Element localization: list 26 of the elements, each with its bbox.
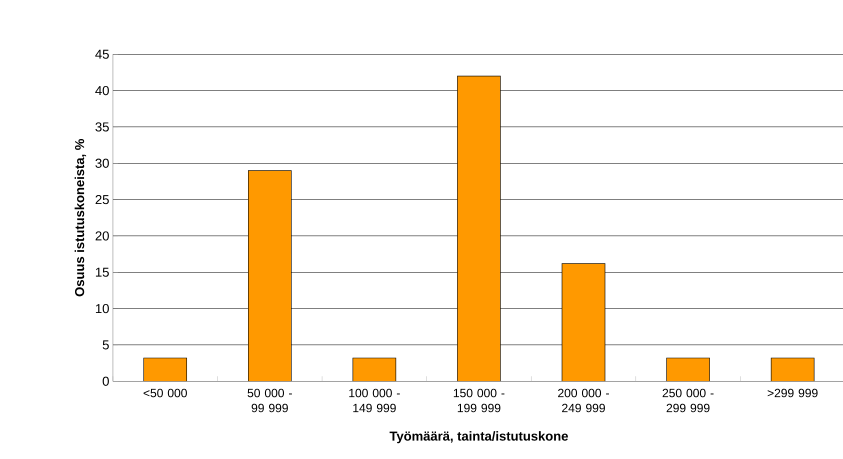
x-tick-label: 200 000 - 249 999 [558, 388, 609, 412]
x-axis-title: Työmäärä, tainta/istutuskone [390, 431, 568, 444]
y-tick-label: 45 [95, 50, 109, 59]
y-tick-label: 20 [96, 231, 109, 241]
y-tick-label: 15 [96, 268, 109, 277]
x-tick-label: >299 999 [768, 388, 818, 398]
bar [770, 358, 814, 382]
y-tick-label: 25 [96, 194, 109, 204]
bar [143, 358, 188, 382]
x-tick-label: 250 000 - 299 999 [662, 388, 714, 412]
bar [666, 358, 710, 382]
y-tick-label: 10 [96, 304, 109, 314]
y-tick-label: 5 [102, 340, 109, 350]
x-tick-label: <50 000 [144, 388, 187, 398]
bar [352, 358, 396, 382]
y-tick-label: 0 [102, 376, 109, 386]
bar [457, 76, 501, 382]
bar [248, 170, 292, 382]
y-tick-label: 35 [95, 122, 109, 132]
y-tick-label: 40 [95, 86, 109, 96]
bar [562, 263, 606, 382]
y-axis-title: Osuus istutuskoneista, % [74, 139, 86, 296]
y-tick-label: 30 [95, 158, 109, 168]
x-tick-label: 150 000 - 199 999 [454, 388, 504, 412]
x-tick-label: 50 000 - 99 999 [248, 388, 292, 412]
x-tick-label: 100 000 - 149 999 [349, 388, 400, 412]
